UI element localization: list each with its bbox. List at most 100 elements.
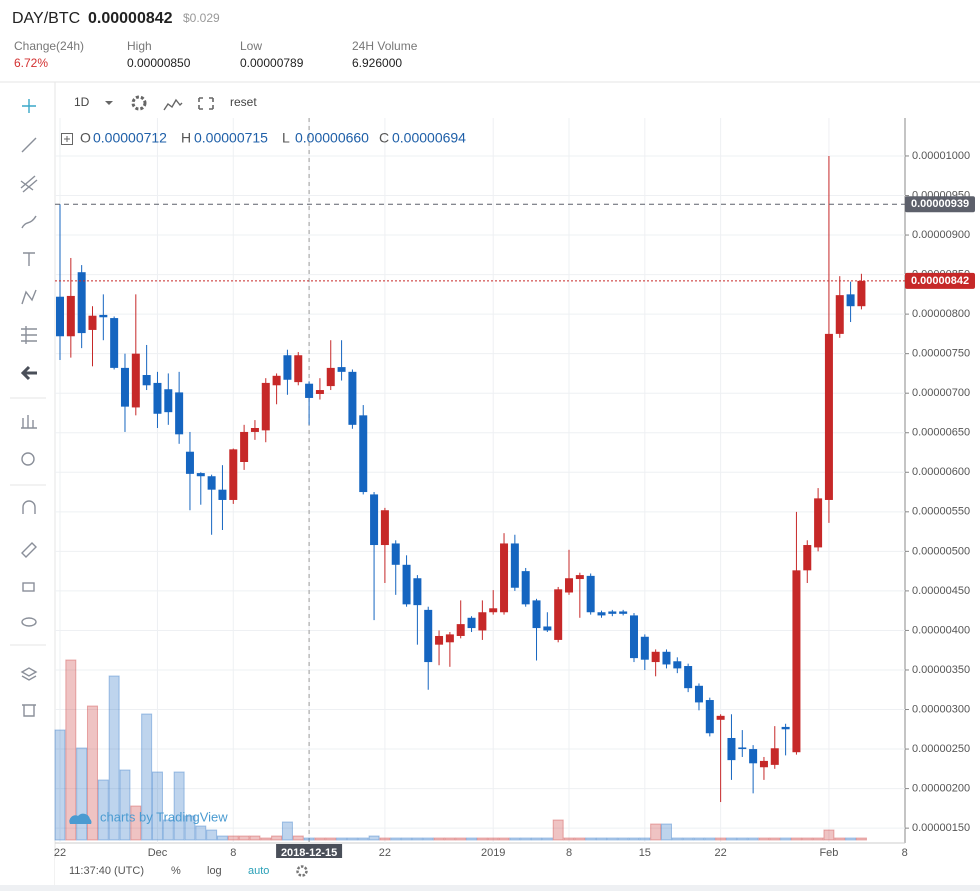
y-tick-label: 0.00000600 [912,466,970,478]
y-tick-label: 0.00000150 [912,822,970,834]
volume-bar [411,837,423,841]
volume-bar [444,837,456,841]
candle-body [640,636,649,660]
volume-bar [660,823,672,841]
interval-caret[interactable] [105,101,113,105]
candle-body [597,612,606,616]
volume-bar [390,837,402,841]
settings-icon[interactable] [131,95,147,111]
brush-tool[interactable] [21,215,37,229]
last-price: 0.00000842 [88,10,173,27]
bottom-strip [0,885,980,891]
reset-button[interactable]: reset [230,95,257,109]
candle-body [66,295,75,337]
legend-label: L [282,130,290,146]
volume-bar [541,837,553,841]
watermark: charts by TradingView [69,809,228,824]
volume-bar [650,823,662,841]
candle-body [749,749,758,764]
zoom-chart[interactable] [21,415,37,429]
x-tick-label: 22 [715,847,727,859]
stat-value: 6.926000 [352,56,402,70]
volume-bar [336,837,348,841]
hide-tools[interactable] [20,365,37,381]
volume-bar [314,837,326,841]
volume-bar [520,837,532,841]
text-tool[interactable] [23,252,35,266]
candle-body [554,589,563,640]
candle-body [727,737,736,761]
volume-bar [325,837,337,841]
candle-body [705,700,714,734]
interval[interactable]: 1D [74,95,90,109]
volume-bar [281,821,293,841]
lock-drawings[interactable] [21,542,37,558]
pattern-tool[interactable] [21,289,37,305]
fib-tool[interactable] [20,175,38,193]
y-tick-label: 0.00000300 [912,703,970,715]
indicators-icon[interactable] [163,98,183,111]
volume-bar [368,835,380,841]
candle-body [359,415,368,493]
trash[interactable] [22,704,36,717]
x-tick-label: 8 [566,847,572,859]
visibility[interactable] [21,617,37,627]
percent-toggle[interactable]: % [171,865,181,877]
volume-bar [357,837,369,841]
layers[interactable] [20,667,38,681]
candle-body [424,609,433,663]
candle-body [467,617,476,629]
zoom-in[interactable] [21,452,35,466]
volume-bar [216,835,228,841]
volume-bar [260,837,272,841]
candle-body [445,634,454,643]
candle-body [835,295,844,334]
volume-bar [682,837,694,841]
price-label: 0.00000842 [911,275,969,287]
footer-settings[interactable] [296,865,308,877]
x-tick-label: 22 [54,847,66,859]
overlay: 0.00000150 0.00000200 0.00000250 0.00000300… [54,150,975,861]
crosshair-tool[interactable] [22,99,36,113]
y-tick-label: 0.00000400 [912,624,970,636]
candle-body [456,624,465,636]
volume-bar [693,837,705,841]
fullscreen-icon[interactable] [198,97,214,110]
x-tick-label: Dec [148,847,168,859]
footer-bar [55,858,980,885]
volume-bar [498,837,510,841]
magnet[interactable] [22,500,36,514]
candle-body [857,280,866,307]
legend-value: 0.00000715 [194,130,268,146]
y-tick-label: 0.00000250 [912,743,970,755]
auto-toggle[interactable]: auto [248,865,269,877]
y-tick-label: 0.00000650 [912,427,970,439]
candle-body [738,747,747,750]
measure-tool[interactable] [21,326,37,344]
candle-body [619,611,628,614]
stat-label: Change(24h) [14,39,84,53]
candle-body [110,318,119,368]
drawing-tools [10,99,46,717]
volume-bar [271,835,283,841]
x-tick-label: 2018-12-15 [281,847,337,859]
log-toggle[interactable]: log [207,865,222,877]
legend-toggle[interactable] [61,133,73,145]
volume-bar [531,837,543,841]
volume-bar [401,837,413,841]
candle-body [521,571,530,605]
candle-body [803,545,812,571]
volume-bar [303,837,315,841]
candle-body [716,715,725,720]
unlock[interactable] [22,582,35,592]
legend-toggle-plus [64,136,70,142]
line-tool[interactable] [21,137,37,153]
candle-body [196,473,205,477]
candle-body [694,685,703,703]
candle-body [543,626,552,631]
candle-body [846,294,855,307]
volume-bar [671,837,683,841]
legend-label: O [80,130,91,146]
volume-bar [162,819,174,841]
